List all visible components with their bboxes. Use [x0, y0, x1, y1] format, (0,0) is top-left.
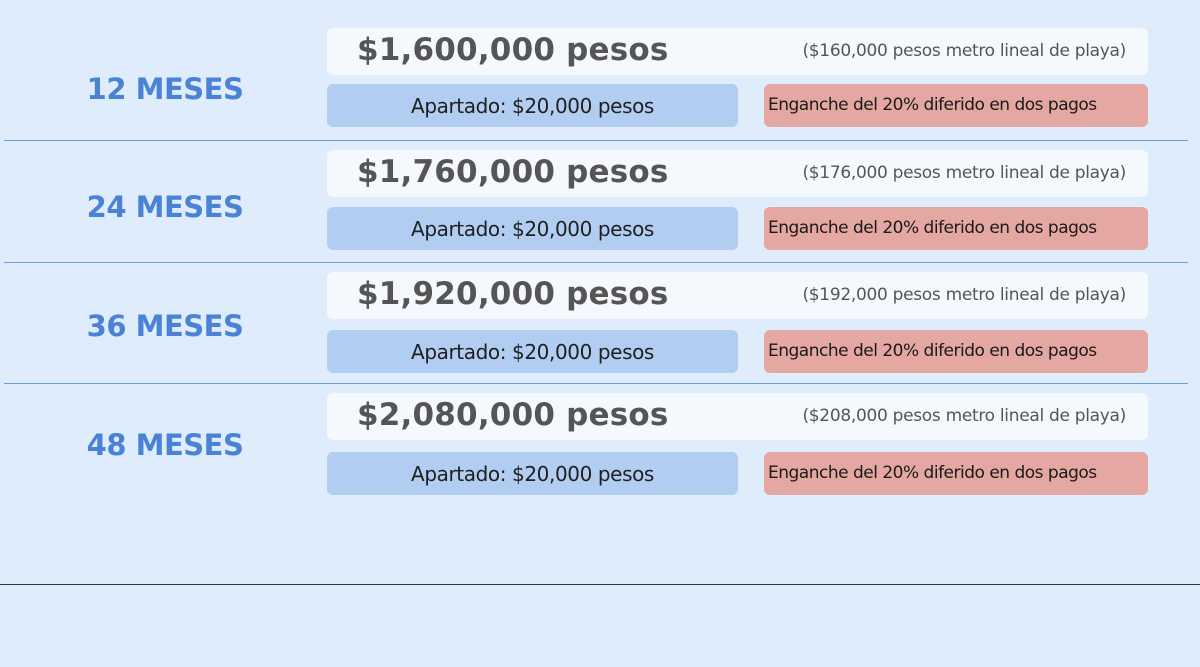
deposit-box: Apartado: $20,000 pesos: [327, 330, 738, 373]
price-card: $1,760,000 pesos ($176,000 pesos metro l…: [327, 150, 1148, 197]
down-payment-box: Enganche del 20% diferido en dos pagos: [764, 330, 1148, 373]
deposit-label: Apartado: $20,000 pesos: [411, 94, 654, 118]
price-card: $2,080,000 pesos ($208,000 pesos metro l…: [327, 393, 1148, 440]
plan-term: 12 MESES: [86, 72, 244, 106]
total-price: $1,920,000 pesos: [357, 276, 669, 312]
total-price: $2,080,000 pesos: [357, 397, 669, 433]
plan-24-months: 24 MESES $1,760,000 pesos ($176,000 peso…: [0, 150, 1200, 270]
deposit-label: Apartado: $20,000 pesos: [411, 340, 654, 364]
price-card: $1,920,000 pesos ($192,000 pesos metro l…: [327, 272, 1148, 319]
price-per-meter: ($160,000 pesos metro lineal de playa): [802, 41, 1126, 61]
plan-term: 36 MESES: [86, 309, 244, 343]
plan-divider: [4, 140, 1188, 141]
deposit-box: Apartado: $20,000 pesos: [327, 84, 738, 127]
price-per-meter: ($176,000 pesos metro lineal de playa): [802, 163, 1126, 183]
deposit-box: Apartado: $20,000 pesos: [327, 452, 738, 495]
bottom-rule: [0, 584, 1200, 585]
plan-term: 24 MESES: [86, 190, 244, 224]
price-per-meter: ($208,000 pesos metro lineal de playa): [802, 406, 1126, 426]
plan-term: 48 MESES: [86, 428, 244, 462]
total-price: $1,600,000 pesos: [357, 32, 669, 68]
down-payment-label: Enganche del 20% diferido en dos pagos: [768, 341, 1097, 361]
plan-divider: [4, 383, 1188, 384]
price-card: $1,600,000 pesos ($160,000 pesos metro l…: [327, 28, 1148, 75]
down-payment-label: Enganche del 20% diferido en dos pagos: [768, 95, 1097, 115]
price-per-meter: ($192,000 pesos metro lineal de playa): [802, 285, 1126, 305]
deposit-box: Apartado: $20,000 pesos: [327, 207, 738, 250]
down-payment-label: Enganche del 20% diferido en dos pagos: [768, 218, 1097, 238]
down-payment-label: Enganche del 20% diferido en dos pagos: [768, 463, 1097, 483]
plan-divider: [4, 262, 1188, 263]
deposit-label: Apartado: $20,000 pesos: [411, 217, 654, 241]
plan-12-months: 12 MESES $1,600,000 pesos ($160,000 peso…: [0, 28, 1200, 148]
total-price: $1,760,000 pesos: [357, 154, 669, 190]
plan-36-months: 36 MESES $1,920,000 pesos ($192,000 peso…: [0, 272, 1200, 392]
down-payment-box: Enganche del 20% diferido en dos pagos: [764, 207, 1148, 250]
deposit-label: Apartado: $20,000 pesos: [411, 462, 654, 486]
down-payment-box: Enganche del 20% diferido en dos pagos: [764, 452, 1148, 495]
down-payment-box: Enganche del 20% diferido en dos pagos: [764, 84, 1148, 127]
plan-48-months: 48 MESES $2,080,000 pesos ($208,000 peso…: [0, 393, 1200, 513]
